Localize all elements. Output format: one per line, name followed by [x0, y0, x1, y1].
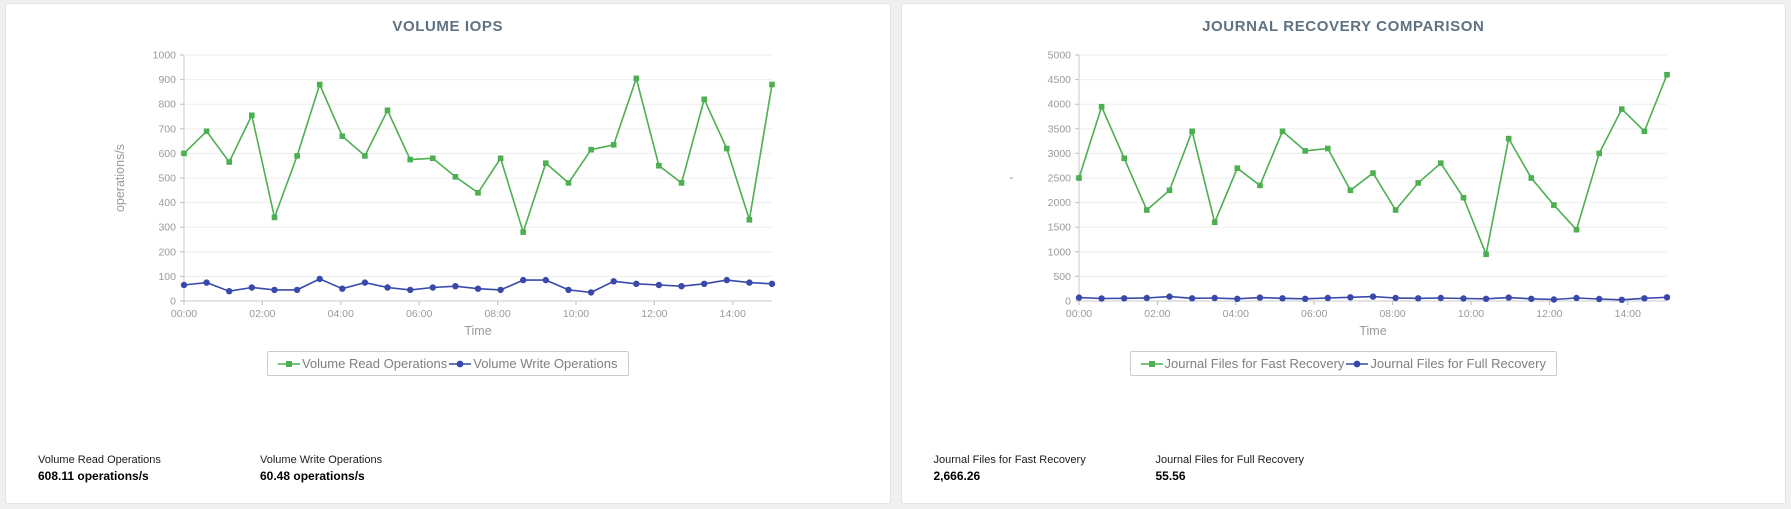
legend-item[interactable]: Volume Read Operations: [277, 356, 448, 371]
stat-label: Volume Read Operations: [38, 454, 161, 466]
square-marker-icon: [1140, 360, 1163, 367]
circle-marker-icon: [449, 360, 472, 367]
svg-text:04:00: 04:00: [1223, 308, 1249, 320]
svg-text:00:00: 00:00: [171, 308, 197, 320]
svg-text:2000: 2000: [1048, 197, 1072, 209]
svg-text:02:00: 02:00: [1145, 308, 1171, 320]
svg-text:Time: Time: [1360, 324, 1387, 338]
svg-text:08:00: 08:00: [484, 308, 510, 320]
legend-item[interactable]: Journal Files for Full Recovery: [1346, 356, 1546, 371]
svg-text:800: 800: [158, 99, 176, 111]
svg-text:12:00: 12:00: [641, 308, 667, 320]
svg-text:3500: 3500: [1048, 123, 1072, 135]
svg-text:06:00: 06:00: [406, 308, 432, 320]
svg-text:500: 500: [1054, 271, 1072, 283]
stat: Volume Read Operations 608.11 operations/…: [38, 454, 260, 483]
journal-recovery-chart: 0 500 1000 1500 2000 2500 3000 3500 4000 4500 5000…: [1008, 50, 1671, 338]
svg-text:200: 200: [158, 246, 176, 258]
svg-text:1000: 1000: [1048, 246, 1072, 258]
svg-text:10:00: 10:00: [1458, 308, 1484, 320]
svg-text:14:00: 14:00: [719, 308, 745, 320]
stat-label: Volume Write Operations: [260, 454, 383, 466]
legend-item[interactable]: Journal Files for Fast Recovery: [1140, 356, 1345, 371]
svg-text:5000: 5000: [1048, 50, 1072, 62]
volume-iops-panel: VOLUME IOPS 0 100 200 300 400 500 600 700 800 900…: [5, 3, 891, 504]
svg-text:600: 600: [158, 148, 176, 160]
legend-label: Journal Files for Fast Recovery: [1164, 356, 1345, 371]
svg-text:500: 500: [158, 173, 176, 185]
svg-text:06:00: 06:00: [1301, 308, 1327, 320]
circle-marker-icon: [1346, 360, 1369, 367]
volume-iops-chart: 0 100 200 300 400 500 600 700 800 900 1000 00:00 02:…: [113, 50, 775, 338]
legend: Journal Files for Fast Recovery Journal F…: [1129, 351, 1557, 376]
stat-value: 2,666.26: [933, 469, 981, 483]
svg-text:00:00: 00:00: [1066, 308, 1092, 320]
svg-text:700: 700: [158, 123, 176, 135]
svg-text:0: 0: [170, 296, 176, 308]
stat-label: Journal Files for Fast Recovery: [933, 454, 1086, 466]
svg-text:900: 900: [158, 74, 176, 86]
legend-label: Volume Write Operations: [473, 356, 618, 371]
chart-title: JOURNAL RECOVERY COMPARISON: [1202, 18, 1485, 35]
svg-text:10:00: 10:00: [563, 308, 589, 320]
stat-value: 608.11 operations/s: [38, 469, 149, 483]
svg-text:08:00: 08:00: [1380, 308, 1406, 320]
stats-row: Volume Read Operations 608.11 operations/…: [38, 454, 482, 483]
legend-item[interactable]: Volume Write Operations: [449, 356, 618, 371]
svg-text:1500: 1500: [1048, 222, 1072, 234]
square-marker-icon: [277, 360, 300, 367]
stat: Journal Files for Full Recovery 55.56: [1156, 454, 1378, 483]
stat: Volume Write Operations 60.48 operations/…: [260, 454, 482, 483]
stat: Journal Files for Fast Recovery 2,666.26: [934, 454, 1156, 483]
svg-text:0: 0: [1065, 296, 1071, 308]
svg-text:100: 100: [158, 271, 176, 283]
stat-value: 55.56: [1155, 469, 1186, 483]
svg-text:Time: Time: [464, 324, 491, 338]
svg-text:14:00: 14:00: [1615, 308, 1641, 320]
svg-text:3000: 3000: [1048, 148, 1072, 160]
stat-label: Journal Files for Full Recovery: [1155, 454, 1305, 466]
legend-label: Volume Read Operations: [301, 356, 448, 371]
legend: Volume Read Operations Volume Write Opera…: [266, 351, 629, 376]
svg-text:02:00: 02:00: [249, 308, 275, 320]
svg-text:4000: 4000: [1048, 99, 1072, 111]
svg-text:300: 300: [158, 222, 176, 234]
journal-recovery-comparison-panel: JOURNAL RECOVERY COMPARISON 0 500 1000 1500…: [900, 3, 1786, 504]
svg-text:400: 400: [158, 197, 176, 209]
svg-text:04:00: 04:00: [327, 308, 353, 320]
stat-value: 60.48 operations/s: [260, 469, 365, 483]
svg-text:': ': [1008, 177, 1022, 179]
svg-text:12:00: 12:00: [1537, 308, 1563, 320]
svg-text:1000: 1000: [152, 50, 176, 62]
svg-text:2500: 2500: [1048, 173, 1072, 185]
stats-row: Journal Files for Fast Recovery 2,666.26 J…: [934, 454, 1378, 483]
svg-text:operations/s: operations/s: [113, 144, 127, 212]
legend-label: Journal Files for Full Recovery: [1370, 356, 1546, 371]
svg-text:4500: 4500: [1048, 74, 1072, 86]
chart-title: VOLUME IOPS: [392, 18, 504, 35]
